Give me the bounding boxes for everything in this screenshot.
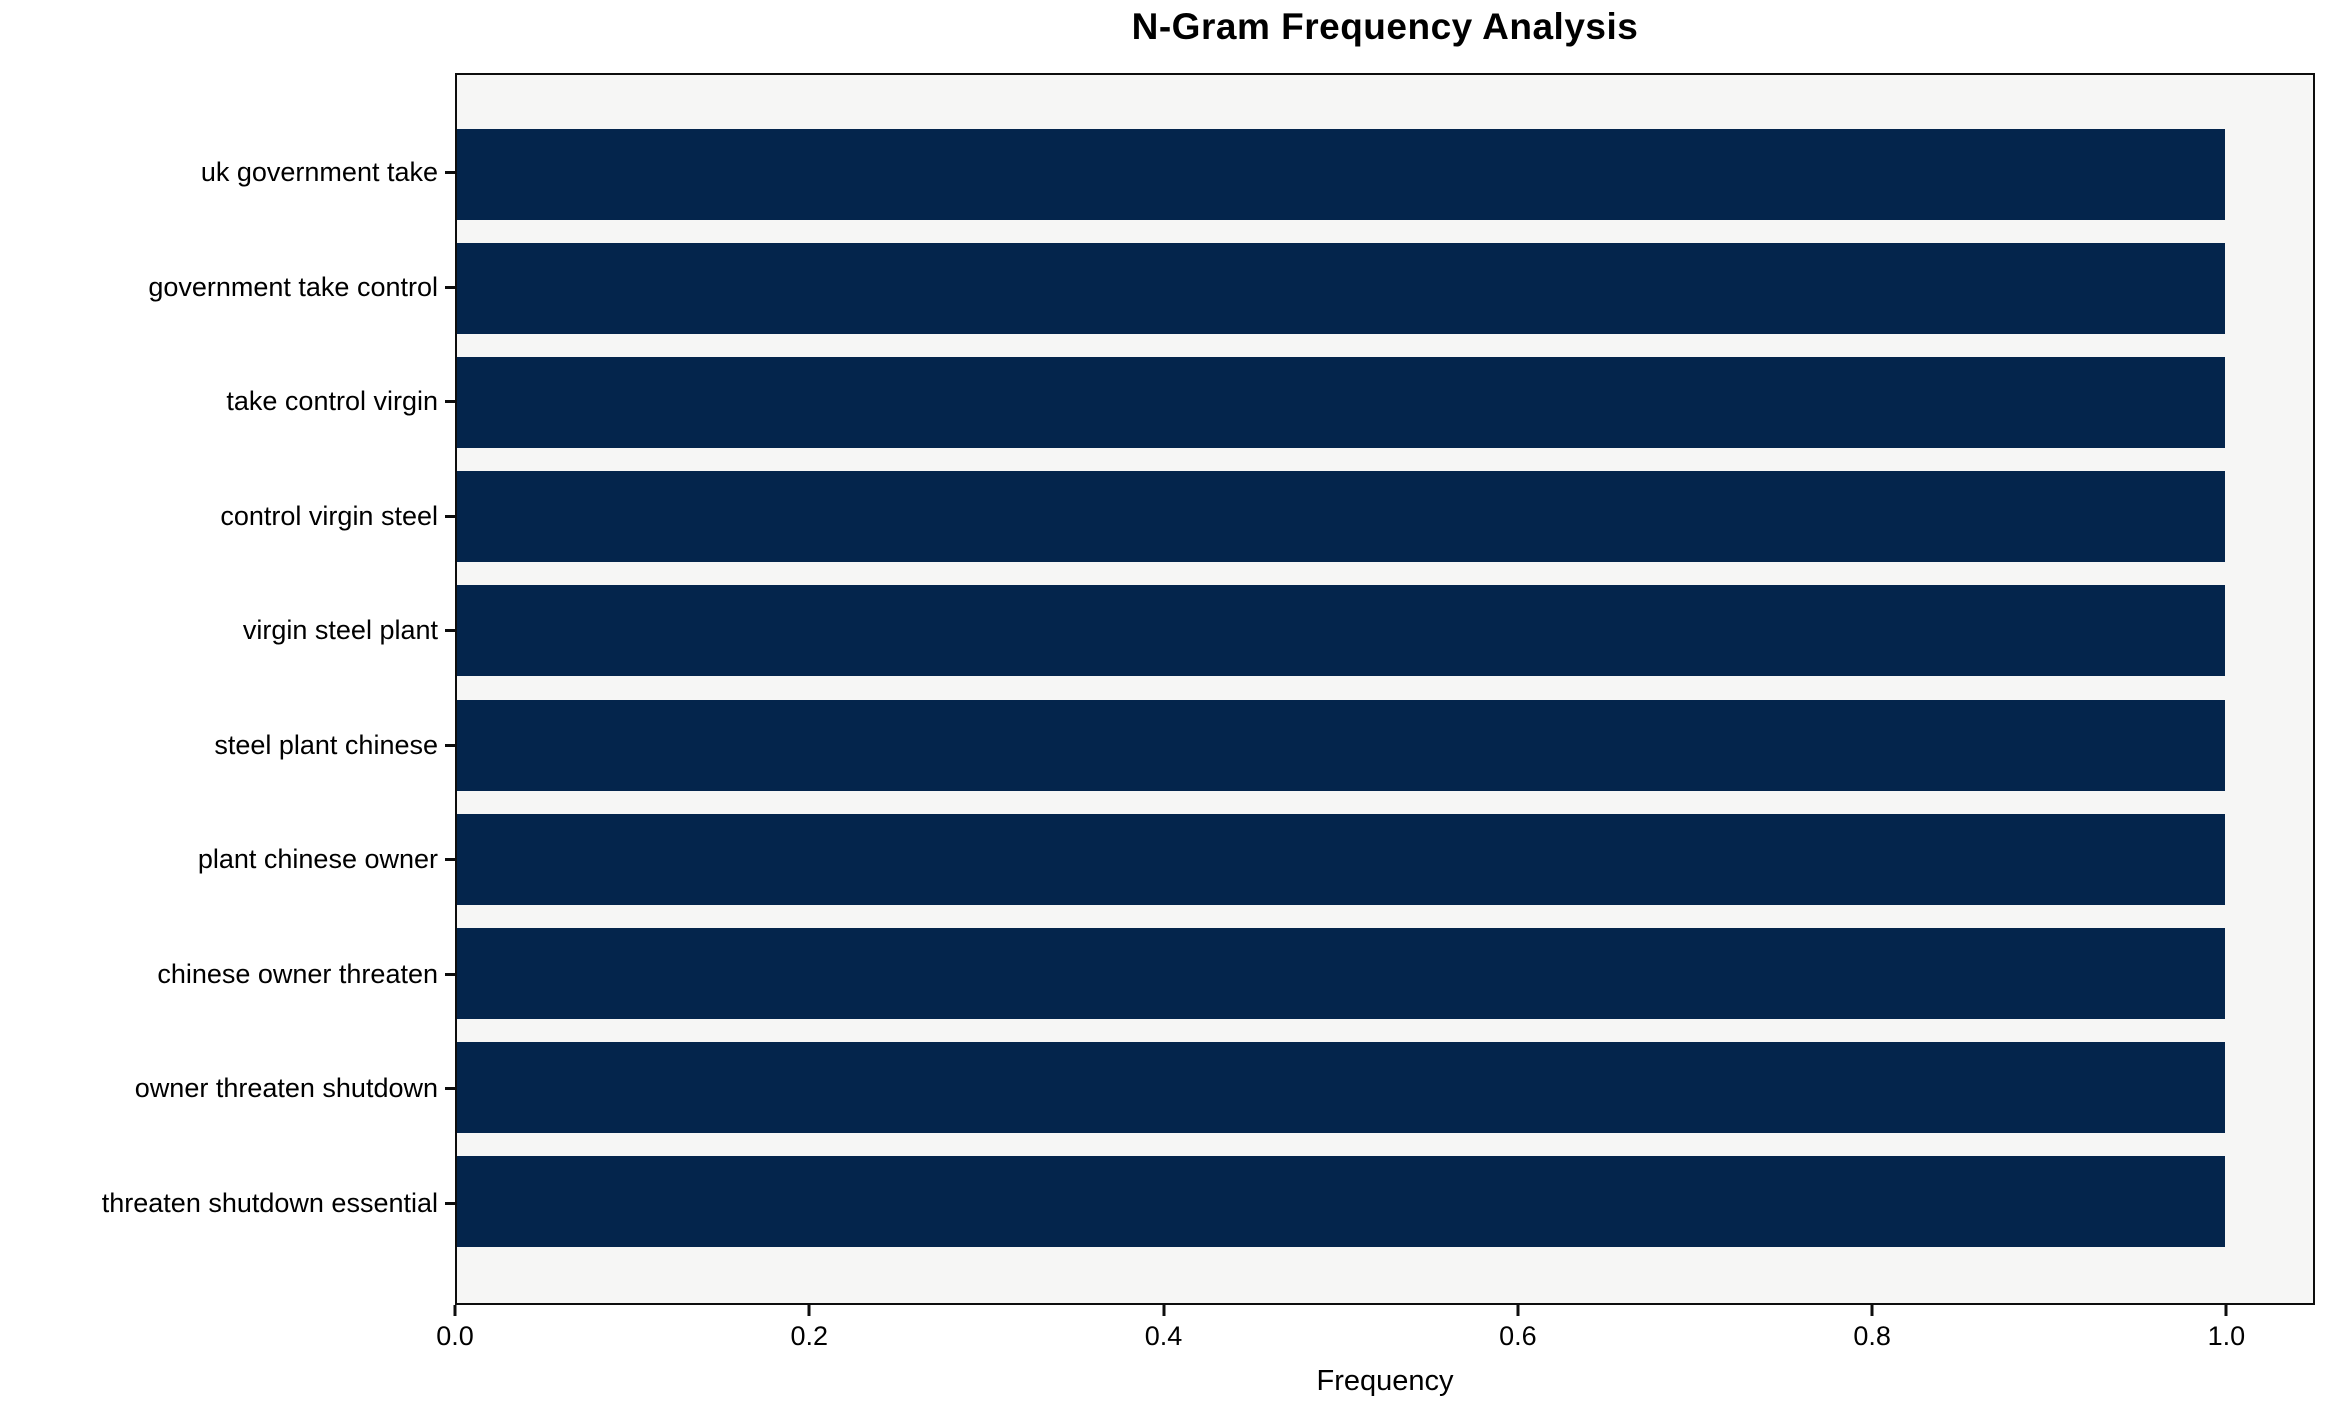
bar xyxy=(457,471,2225,563)
y-tick-label: virgin steel plant xyxy=(242,615,438,646)
bars-container xyxy=(457,75,2313,1303)
x-tick-label: 0.2 xyxy=(790,1321,829,1351)
y-tick-label: control virgin steel xyxy=(220,500,438,531)
y-tick-mark xyxy=(445,400,455,404)
y-tick-label-row: plant chinese owner xyxy=(0,814,455,905)
y-tick-mark xyxy=(445,1087,455,1091)
y-tick-label: chinese owner threaten xyxy=(157,958,438,989)
bar xyxy=(457,1041,2225,1133)
y-tick-mark xyxy=(445,285,455,289)
x-tick-mark xyxy=(1516,1305,1520,1316)
bar xyxy=(457,1155,2225,1247)
y-tick-mark xyxy=(445,972,455,976)
bar xyxy=(457,927,2225,1019)
y-tick-label-row: owner threaten shutdown xyxy=(0,1043,455,1134)
y-tick-label: steel plant chinese xyxy=(214,729,438,760)
x-tick-mark xyxy=(2224,1305,2228,1316)
x-tick-label: 0.8 xyxy=(1853,1321,1891,1351)
y-tick-label-row: steel plant chinese xyxy=(0,700,455,791)
bar xyxy=(457,699,2225,791)
y-tick-label-row: threaten shutdown essential xyxy=(0,1158,455,1249)
y-tick-label-row: control virgin steel xyxy=(0,471,455,562)
y-tick-mark xyxy=(445,629,455,633)
y-tick-label: government take control xyxy=(148,271,438,302)
x-axis: 0.0 0.2 0.4 0.6 0.8 1.0 xyxy=(436,1305,2315,1375)
x-tick-mark xyxy=(1870,1305,1874,1316)
y-tick-mark xyxy=(445,1201,455,1205)
x-tick-label: 1.0 xyxy=(2207,1321,2246,1351)
y-tick-label: plant chinese owner xyxy=(197,844,438,875)
y-axis-labels: uk government take government take contro… xyxy=(0,73,455,1305)
y-tick-label-row: virgin steel plant xyxy=(0,585,455,676)
bar xyxy=(457,585,2225,677)
plot-area xyxy=(455,73,2315,1305)
x-tick-label: 0.0 xyxy=(436,1321,474,1351)
x-tick-mark xyxy=(807,1305,811,1316)
y-tick-label: uk government take xyxy=(200,157,438,187)
x-tick-mark xyxy=(1162,1305,1166,1316)
bar xyxy=(457,357,2225,449)
x-axis-label: Frequency xyxy=(1316,1365,1454,1397)
bar xyxy=(457,243,2225,335)
y-tick-label-row: chinese owner threaten xyxy=(0,929,455,1020)
y-tick-mark xyxy=(445,514,455,518)
y-tick-label: threaten shutdown essential xyxy=(101,1187,438,1218)
y-tick-label-row: government take control xyxy=(0,242,455,333)
y-tick-label: owner threaten shutdown xyxy=(134,1073,438,1104)
y-tick-mark xyxy=(445,171,455,174)
chart-title: N-Gram Frequency Analysis xyxy=(1131,6,1639,47)
x-tick-mark xyxy=(453,1305,457,1316)
bar xyxy=(457,813,2225,905)
y-tick-mark xyxy=(445,858,455,862)
y-tick-mark xyxy=(445,743,455,747)
y-tick-label-row: uk government take xyxy=(0,127,455,218)
y-tick-label: take control virgin xyxy=(226,386,438,417)
x-tick-label: 0.4 xyxy=(1144,1321,1183,1351)
x-tick-label: 0.6 xyxy=(1499,1321,1537,1351)
y-tick-label-row: take control virgin xyxy=(0,356,455,447)
bar xyxy=(457,129,2225,220)
